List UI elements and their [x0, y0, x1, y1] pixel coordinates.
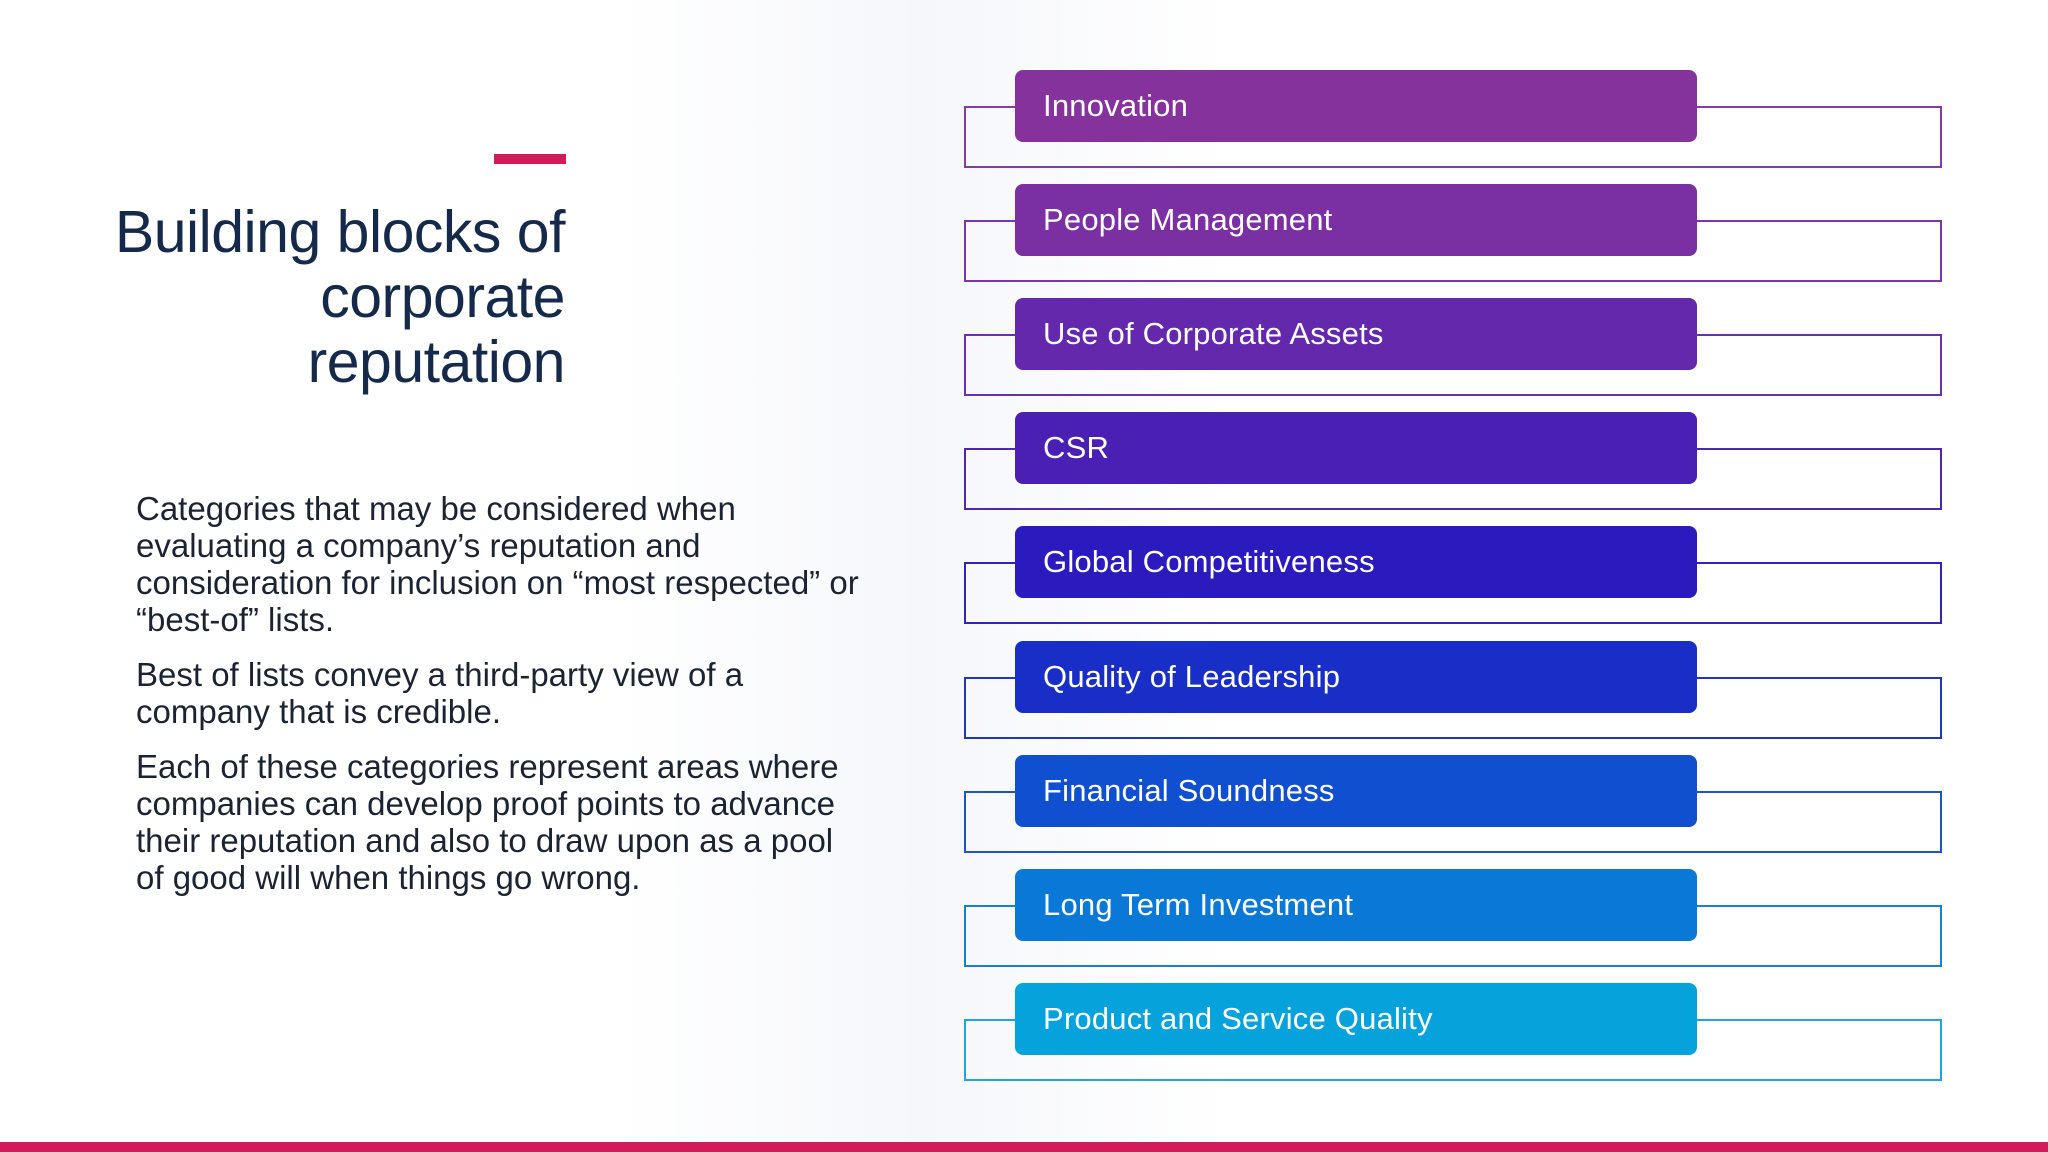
paragraph-3: Each of these categories represent areas… — [136, 748, 839, 896]
block-csr: CSR — [1015, 412, 1697, 484]
block-use-of-corporate-assets: Use of Corporate Assets — [1015, 298, 1697, 370]
paragraph-2: Best of lists convey a third-party view … — [136, 656, 744, 730]
body-text: Categories that may be considered when e… — [136, 490, 866, 914]
block-financial-soundness: Financial Soundness — [1015, 755, 1697, 827]
slide-title: Building blocks of corporate reputation — [114, 199, 566, 395]
block-long-term-investment: Long Term Investment — [1015, 869, 1697, 941]
block-innovation: Innovation — [1015, 70, 1697, 142]
block-people-management: People Management — [1015, 184, 1697, 256]
block-product-and-service-quality: Product and Service Quality — [1015, 983, 1697, 1055]
block-global-competitiveness: Global Competitiveness — [1015, 526, 1697, 598]
paragraph-1: Categories that may be considered when e… — [136, 490, 859, 638]
block-quality-of-leadership: Quality of Leadership — [1015, 641, 1697, 713]
bottom-accent-bar — [0, 1142, 2048, 1152]
accent-dash — [494, 154, 566, 164]
